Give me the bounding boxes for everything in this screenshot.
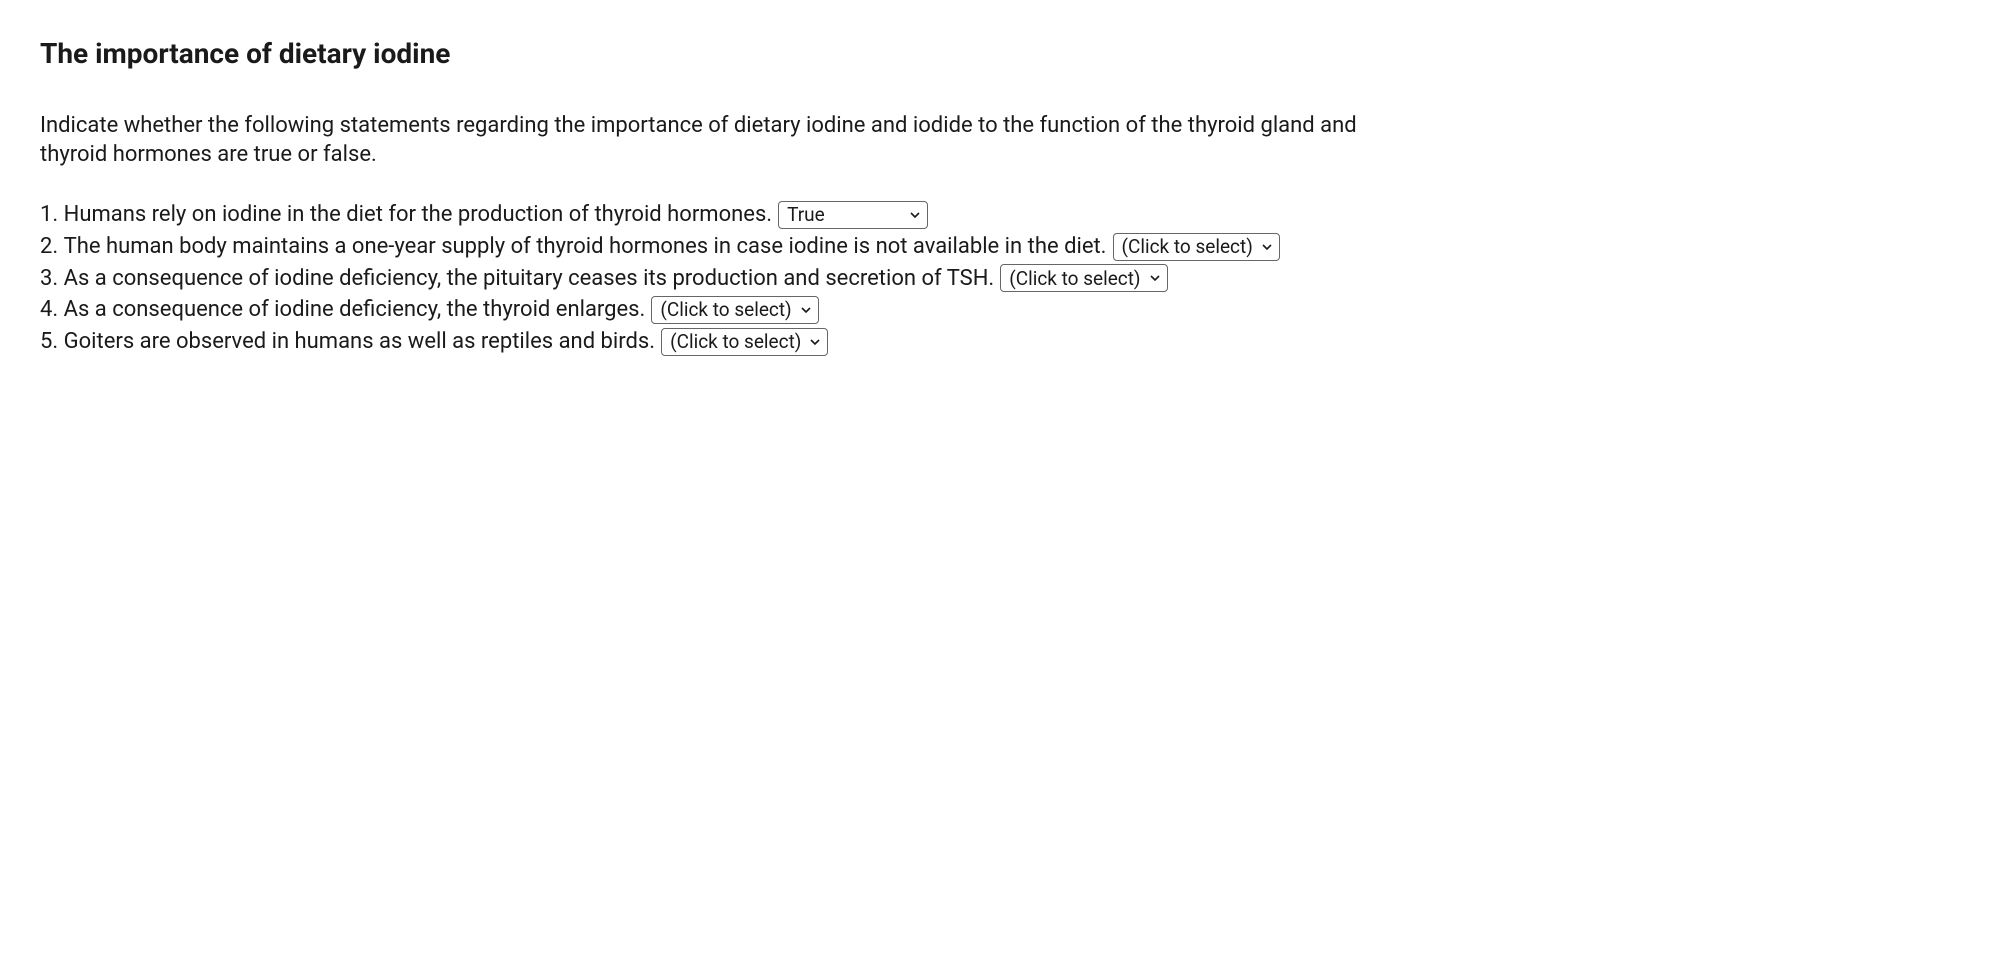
statement-number: 2. (40, 232, 64, 262)
statement-text: As a consequence of iodine deficiency, t… (64, 295, 646, 325)
select-value: True (787, 202, 833, 228)
statement-row: 5. Goiters are observed in humans as wel… (40, 327, 1975, 357)
statement-number: 3. (40, 264, 64, 294)
statement-text: Humans rely on iodine in the diet for th… (64, 200, 772, 230)
chevron-down-icon (1261, 241, 1273, 253)
answer-select[interactable]: (Click to select) (1113, 233, 1280, 261)
select-value: (Click to select) (1122, 234, 1261, 260)
statement-row: 2. The human body maintains a one-year s… (40, 232, 1975, 262)
answer-select[interactable]: (Click to select) (651, 296, 818, 324)
chevron-down-icon (800, 304, 812, 316)
chevron-down-icon (1149, 272, 1161, 284)
chevron-down-icon (809, 336, 821, 348)
answer-select[interactable]: (Click to select) (661, 328, 828, 356)
statement-text: Goiters are observed in humans as well a… (64, 327, 655, 357)
statement-text: The human body maintains a one-year supp… (64, 232, 1107, 262)
statement-number: 4. (40, 295, 64, 325)
statement-number: 1. (40, 200, 64, 230)
statement-text: As a consequence of iodine deficiency, t… (64, 264, 995, 294)
statement-row: 4. As a consequence of iodine deficiency… (40, 295, 1975, 325)
select-value: (Click to select) (670, 329, 809, 355)
chevron-down-icon (909, 209, 921, 221)
statements-list: 1. Humans rely on iodine in the diet for… (40, 200, 1975, 356)
statement-row: 3. As a consequence of iodine deficiency… (40, 264, 1975, 294)
select-value: (Click to select) (1009, 266, 1148, 292)
statement-number: 5. (40, 327, 64, 357)
select-value: (Click to select) (660, 297, 799, 323)
page-title: The importance of dietary iodine (40, 35, 1975, 73)
statement-row: 1. Humans rely on iodine in the diet for… (40, 200, 1975, 230)
instructions-text: Indicate whether the following statement… (40, 111, 1390, 170)
answer-select[interactable]: True (778, 201, 928, 229)
answer-select[interactable]: (Click to select) (1000, 264, 1167, 292)
